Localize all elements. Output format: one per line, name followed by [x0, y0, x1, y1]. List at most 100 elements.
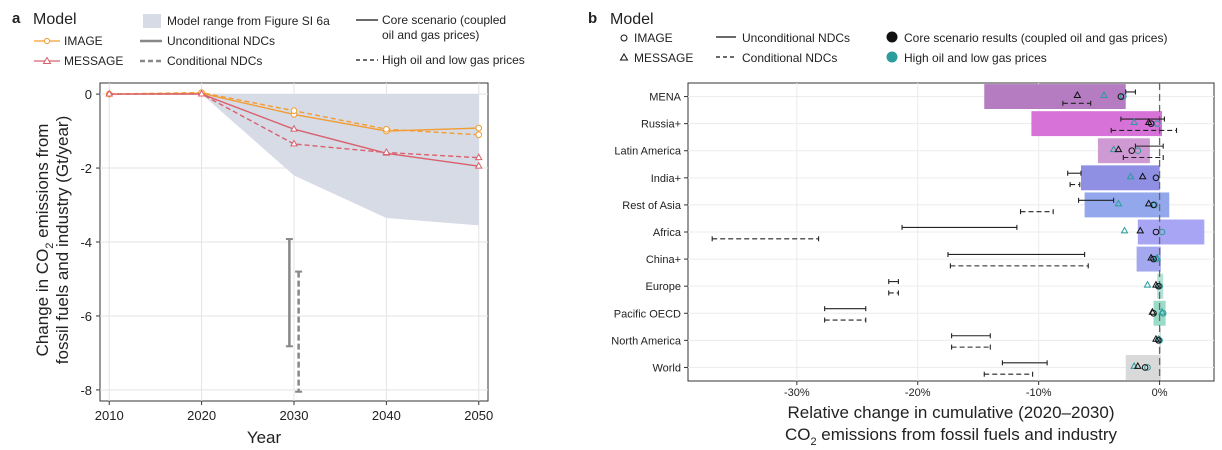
panel-b-markers: [1073, 91, 1167, 371]
a-series-message-high: [109, 93, 479, 159]
b-image-core-marker: [1150, 255, 1157, 263]
b-bar: [1097, 138, 1150, 164]
a-point-message: [474, 161, 483, 169]
b-bar: [984, 84, 1126, 110]
b-bar: [1125, 354, 1161, 380]
legend-b-message-marker: [619, 53, 629, 61]
a-xtick-label: 2050: [464, 408, 493, 423]
panel-a-ylabel: Change in CO2 emissions from fossil fuel…: [33, 116, 72, 364]
b-xtick-label: -30%: [784, 387, 810, 399]
panel-b-xlabel-line2: CO2 emissions from fossil fuels and indu…: [785, 425, 1118, 448]
b-bar: [1137, 219, 1205, 245]
b-image-core-marker: [1150, 309, 1157, 317]
b-message-core-marker: [1144, 199, 1153, 207]
panel-a-label: a: [12, 10, 21, 27]
panel-b-bars: [984, 84, 1205, 380]
legend-b-message-label: MESSAGE: [634, 51, 693, 65]
b-message-high-marker: [1120, 226, 1129, 234]
b-xtick-label: 0%: [1152, 387, 1168, 399]
legend-high-label: High oil and low gas prices: [382, 53, 525, 67]
a-point-message: [382, 147, 391, 155]
b-image-core-marker: [1147, 120, 1155, 127]
panel-a-xlabel: Year: [247, 428, 282, 447]
panel-a-legend-title: Model: [33, 11, 77, 28]
panel-b-ticks: -30% -20% -10% 0% MENA Russia+ Latin America In…: [611, 92, 1167, 399]
b-category-label: MENA: [649, 92, 681, 104]
b-image-high-marker: [1120, 93, 1127, 100]
a-xtick-label: 2030: [280, 408, 309, 423]
b-bar: [1080, 165, 1160, 191]
legend-range-label: Model range from Figure SI 6a: [167, 14, 330, 28]
a-xtick-label: 2020: [187, 408, 216, 423]
b-message-core-marker: [1114, 145, 1123, 153]
panel-a-ndc-bars: [285, 238, 303, 393]
b-category-label: North America: [611, 335, 682, 347]
b-message-core-marker: [1136, 226, 1145, 234]
legend-message-entry: MESSAGE: [34, 54, 123, 68]
b-image-core-marker: [1152, 228, 1160, 236]
b-image-core-marker: [1155, 282, 1162, 290]
b-image-core-marker: [1150, 201, 1157, 209]
b-category-label: Latin America: [614, 146, 682, 158]
a-point-message: [105, 89, 114, 97]
legend-b-conditional-label: Conditional NDCs: [742, 51, 837, 65]
panel-b-legend-title: Model: [610, 11, 654, 28]
b-message-high-marker: [1130, 118, 1139, 126]
a-point-image: [475, 131, 483, 139]
legend-b-image-label: IMAGE: [634, 31, 673, 45]
a-xtick-label: 2040: [372, 408, 401, 423]
a-point-message: [290, 139, 298, 147]
b-message-high-marker: [1100, 91, 1108, 98]
panel-b-xlabel-line1: Relative change in cumulative (2020–2030…: [788, 403, 1115, 422]
a-point-image: [383, 125, 390, 133]
a-ytick-label: -4: [80, 235, 92, 250]
panel-b-ndc-ranges: [711, 89, 1178, 377]
panel-a-ylabel-line2: fossil fuels and industry (Gt/year): [53, 116, 72, 364]
legend-core-label-1: Core scenario (coupled: [382, 13, 506, 27]
b-bar: [1031, 111, 1163, 137]
b-image-core-marker: [1155, 337, 1162, 344]
legend-b-image-marker: [620, 34, 628, 42]
legend-b-high-marker: [886, 51, 898, 63]
b-bar: [1084, 192, 1170, 218]
a-point-message: [290, 124, 298, 132]
b-image-core-marker: [1141, 364, 1149, 371]
panel-a-ylabel-line1: Change in CO2 emissions from: [33, 124, 56, 357]
a-point-image: [290, 107, 298, 115]
legend-b-unconditional-label: Unconditional NDCs: [742, 31, 850, 45]
b-category-label: Pacific OECD: [614, 308, 681, 320]
b-message-core-marker: [1073, 91, 1082, 98]
b-message-high-marker: [1126, 172, 1135, 180]
a-ytick-label: -6: [80, 309, 92, 324]
legend-b-core-marker: [886, 31, 898, 43]
b-category-label: India+: [651, 173, 681, 185]
legend-b-high-label: High oil and low gas prices: [904, 51, 1047, 65]
a-point-image: [475, 124, 483, 132]
legend-conditional-label: Conditional NDCs: [167, 54, 262, 68]
b-xtick-label: -10%: [1026, 387, 1052, 399]
legend-image-label: IMAGE: [64, 34, 103, 48]
legend-core-label-2: oil and gas prices): [382, 28, 479, 42]
panel-b: b Model IMAGE MESSAGE Unconditional NDCs…: [588, 10, 1215, 448]
a-point-message: [197, 89, 206, 97]
a-xtick-label: 2010: [95, 408, 124, 423]
b-message-core-marker: [1138, 172, 1147, 180]
legend-b-core-label: Core scenario results (coupled oil and g…: [904, 31, 1167, 45]
b-image-core-marker: [1152, 174, 1160, 182]
b-category-label: Rest of Asia: [622, 200, 682, 212]
b-message-core-marker: [1133, 361, 1142, 369]
a-ytick-label: -2: [80, 161, 92, 176]
a-ytick-label: -8: [80, 383, 92, 398]
b-message-high-marker: [1109, 145, 1118, 153]
a-point-message: [474, 153, 483, 161]
panel-a: a Model IMAGE MESSAGE Model range from F…: [12, 10, 525, 447]
b-image-high-marker: [1159, 309, 1167, 317]
b-image-high-marker: [1144, 364, 1151, 371]
a-ytick-label: 0: [85, 87, 92, 102]
b-category-label: China+: [646, 254, 681, 266]
b-message-high-marker: [1130, 361, 1139, 369]
b-message-high-marker: [1143, 280, 1152, 288]
b-category-label: Africa: [653, 227, 682, 239]
